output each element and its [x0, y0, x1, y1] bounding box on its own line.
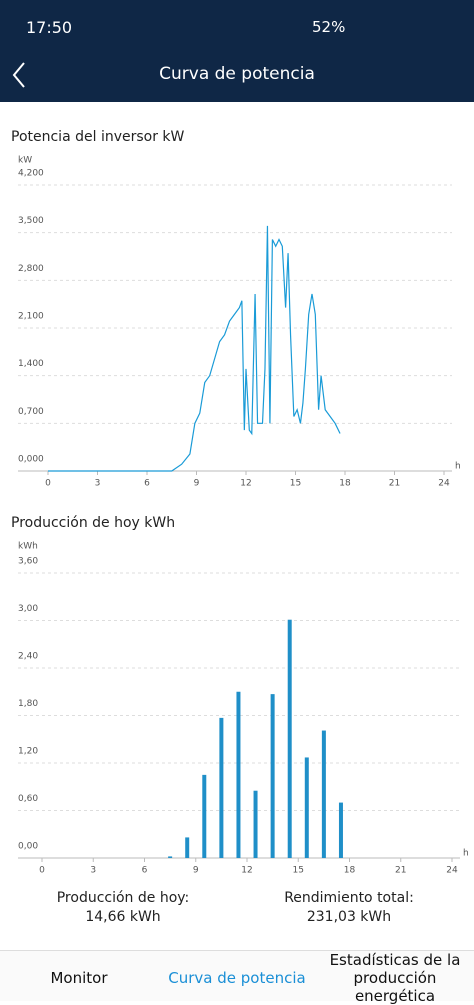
- y-tick-label: 3,500: [18, 216, 44, 226]
- x-tick-label: 6: [144, 479, 150, 489]
- x-tick-label: 15: [290, 479, 301, 489]
- y-tick-label: 1,80: [18, 699, 38, 709]
- x-tick-label: 12: [241, 866, 252, 876]
- bar: [202, 774, 207, 858]
- bar: [338, 802, 343, 858]
- bar: [185, 837, 190, 858]
- charts: Potencia del inversor kWkWh0,0000,7001,4…: [11, 129, 469, 876]
- tab[interactable]: Monitor: [50, 968, 108, 987]
- total-value: 231,03 kWh: [306, 909, 392, 925]
- bar: [304, 757, 309, 858]
- y-tick-label: 2,100: [18, 312, 44, 322]
- today-label: Producción de hoy:: [56, 890, 190, 906]
- y-tick-label: 4,200: [18, 169, 44, 179]
- app-bar: 17:50 52% Curva de potencia: [0, 0, 474, 102]
- x-tick-label: 0: [39, 866, 45, 876]
- x-tick-label: 6: [142, 866, 148, 876]
- x-tick-label: 24: [438, 479, 450, 489]
- total-label: Rendimiento total:: [284, 890, 414, 906]
- x-tick-label: 3: [95, 479, 101, 489]
- today-value: 14,66 kWh: [85, 909, 161, 925]
- x-tick-label: 15: [293, 866, 304, 876]
- bar: [270, 694, 275, 858]
- y-tick-label: 1,400: [18, 359, 44, 369]
- back-button[interactable]: [8, 60, 32, 90]
- x-tick-label: 18: [344, 866, 356, 876]
- x-tick-label: 24: [446, 866, 458, 876]
- status-time: 17:50: [26, 18, 73, 37]
- x-tick-label: 12: [240, 479, 251, 489]
- tab-bar: [0, 950, 474, 1001]
- chart-title: Producción de hoy kWh: [11, 515, 175, 531]
- x-tick-label: 0: [45, 479, 51, 489]
- y-unit: kW: [18, 156, 32, 166]
- x-tick-label: 21: [395, 866, 406, 876]
- bar: [287, 619, 292, 858]
- x-unit: h: [455, 462, 461, 472]
- bar: [321, 730, 326, 858]
- x-tick-label: 3: [90, 866, 96, 876]
- status-battery: 52%: [312, 18, 346, 36]
- y-tick-label: 0,700: [18, 407, 44, 417]
- y-tick-label: 0,60: [18, 794, 38, 804]
- y-unit: kWh: [18, 542, 38, 552]
- chart-title: Potencia del inversor kW: [11, 129, 185, 145]
- x-tick-label: 9: [194, 479, 200, 489]
- y-tick-label: 2,40: [18, 652, 38, 662]
- y-tick-label: 0,00: [18, 842, 38, 852]
- bar: [253, 790, 258, 858]
- bar: [219, 717, 224, 858]
- tab[interactable]: Curva de potencia: [168, 968, 306, 987]
- bar: [236, 691, 241, 858]
- x-tick-label: 18: [339, 479, 351, 489]
- y-tick-label: 1,20: [18, 747, 38, 757]
- bar: [168, 856, 173, 858]
- x-unit: h: [463, 849, 469, 859]
- x-tick-label: 9: [193, 866, 199, 876]
- y-tick-label: 3,00: [18, 604, 38, 614]
- y-tick-label: 3,60: [18, 557, 38, 567]
- page-title: Curva de potencia: [159, 64, 315, 84]
- tab[interactable]: Estadísticas de la producción energética: [329, 950, 461, 1005]
- x-tick-label: 21: [389, 479, 400, 489]
- y-tick-label: 2,800: [18, 264, 44, 274]
- power-line: [48, 225, 341, 472]
- y-tick-label: 0,000: [18, 455, 44, 465]
